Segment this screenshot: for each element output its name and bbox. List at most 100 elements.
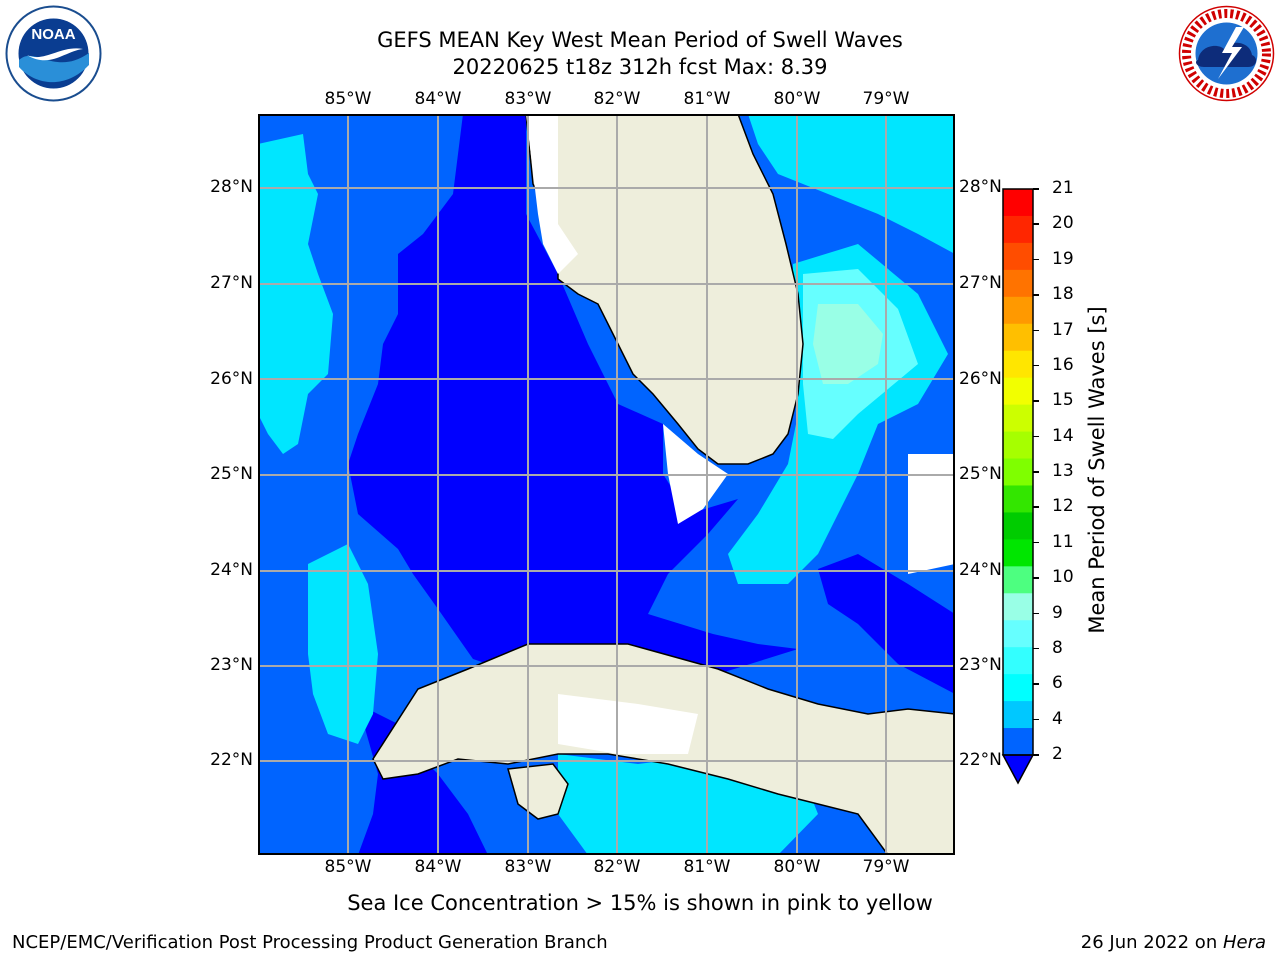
colorbar-segment (1003, 269, 1033, 298)
lon-label-bottom-81w: 81°W (683, 857, 731, 877)
colorbar-segment (1003, 485, 1033, 513)
lon-label-top-80w: 80°W (773, 89, 821, 109)
lat-label-right-24n: 24°N (959, 560, 1002, 580)
contour-8-9 (813, 304, 883, 384)
colorbar-tick-label: 2 (1052, 744, 1063, 764)
colorbar-tick-label: 14 (1052, 425, 1074, 446)
map-svg (258, 113, 956, 856)
footer-left: NCEP/EMC/Verification Post Processing Pr… (12, 932, 608, 953)
colorbar-tick-label: 18 (1052, 284, 1074, 305)
colorbar-tick-mark (1033, 329, 1039, 331)
colorbar-tick-mark (1033, 223, 1039, 225)
contour-4-6-west (258, 134, 333, 454)
colorbar-extend-triangle (1001, 754, 1035, 785)
colorbar-segment (1003, 189, 1033, 217)
lon-label-top-83w: 83°W (504, 89, 552, 109)
colorbar-tick-mark (1033, 435, 1039, 438)
colorbar (1000, 186, 1040, 786)
contour-4-6-southwest (308, 544, 378, 744)
colorbar-segment (1003, 296, 1033, 325)
lon-label-top-82w: 82°W (593, 89, 641, 109)
colorbar-tick-mark (1033, 188, 1039, 190)
map-frame (258, 114, 955, 855)
colorbar-segment (1003, 377, 1033, 406)
colorbar-tick-mark (1033, 471, 1039, 473)
lat-label-right-27n: 27°N (959, 273, 1002, 293)
colorbar-segment (1003, 215, 1033, 244)
colorbar-segment (1003, 458, 1033, 486)
colorbar-tick-mark (1033, 541, 1039, 544)
lon-label-bottom-82w: 82°W (593, 857, 641, 877)
colorbar-tick-label: 15 (1052, 390, 1074, 411)
lat-label-right-25n: 25°N (959, 464, 1002, 484)
lat-label-right-22n: 22°N (959, 750, 1002, 770)
colorbar-tick-mark (1033, 718, 1039, 721)
mask-bahamas (908, 454, 955, 574)
contour-4-6-northeast (748, 114, 955, 254)
colorbar-tick-label: 4 (1052, 708, 1063, 729)
colorbar-segment (1003, 350, 1033, 379)
lon-label-top-85w: 85°W (324, 89, 372, 109)
colorbar-tick-mark (1033, 294, 1039, 296)
lat-label-right-28n: 28°N (959, 177, 1002, 197)
lat-label-left-26n: 26°N (210, 369, 253, 389)
nws-logo (1178, 5, 1275, 102)
lat-label-right-26n: 26°N (959, 369, 1002, 389)
lat-label-left-22n: 22°N (210, 750, 253, 770)
lon-label-top-81w: 81°W (683, 89, 731, 109)
colorbar-segment (1003, 404, 1033, 433)
lon-label-bottom-85w: 85°W (324, 857, 372, 877)
mask-cuba-interior (558, 694, 698, 754)
colorbar-tick-label: 9 (1052, 602, 1063, 623)
colorbar-segment (1003, 566, 1033, 594)
colorbar-segment (1003, 620, 1033, 648)
colorbar-tick-label: 8 (1052, 637, 1063, 658)
lon-label-bottom-80w: 80°W (773, 857, 821, 877)
swell-period-map (258, 113, 956, 856)
colorbar-tick-mark (1033, 364, 1039, 367)
colorbar-tick-label: 11 (1052, 531, 1074, 552)
colorbar-tick-mark (1033, 258, 1039, 261)
colorbar-tick-mark (1033, 754, 1039, 756)
colorbar-tick-label: 10 (1052, 567, 1074, 588)
colorbar-tick-mark (1033, 400, 1039, 402)
colorbar-tick-label: 6 (1052, 673, 1063, 694)
colorbar-segment (1003, 647, 1033, 675)
colorbar-tick-label: 20 (1052, 213, 1074, 234)
footer-right: 26 Jun 2022 on Hera (1081, 932, 1266, 953)
colorbar-ticks: 21 20 19 18 17 16 15 14 13 12 11 10 9 8 6 4 2 (1033, 178, 1100, 786)
lat-label-right-23n: 23°N (959, 655, 1002, 675)
lon-label-bottom-79w: 79°W (862, 857, 910, 877)
colorbar-tick-label: 17 (1052, 319, 1074, 340)
lat-label-left-24n: 24°N (210, 560, 253, 580)
colorbar-segment (1003, 431, 1033, 460)
colorbar-tick-label: 16 (1052, 354, 1074, 375)
colorbar-segment (1003, 674, 1033, 702)
graticule (258, 114, 955, 855)
title-line-1: GEFS MEAN Key West Mean Period of Swell … (377, 28, 903, 52)
colorbar-tick-mark (1033, 683, 1039, 685)
lon-label-bottom-83w: 83°W (504, 857, 552, 877)
colorbar-tick-mark (1033, 506, 1039, 508)
colorbar-segment (1003, 593, 1033, 621)
mask-fl-west (526, 114, 578, 274)
sea-ice-note: Sea Ice Concentration > 15% is shown in … (347, 891, 933, 915)
lat-label-left-28n: 28°N (210, 177, 253, 197)
colorbar-tick-mark (1033, 577, 1039, 579)
colorbar-segment (1003, 323, 1033, 352)
isla-juventud (507, 763, 569, 820)
lon-label-top-79w: 79°W (862, 89, 910, 109)
colorbar-svg (1001, 188, 1035, 785)
colorbar-label: Mean Period of Swell Waves [s] (1085, 306, 1109, 634)
footer-date: 26 Jun 2022 on (1080, 932, 1223, 953)
colorbar-segment (1003, 512, 1033, 540)
colorbar-segment (1003, 701, 1033, 729)
colorbar-tick-mark (1033, 612, 1039, 614)
contour-below-2 (348, 114, 798, 674)
lat-label-left-25n: 25°N (210, 464, 253, 484)
colorbar-tick-label: 13 (1052, 461, 1074, 481)
colorbar-tick-label: 19 (1052, 248, 1074, 269)
colorbar-tick-mark (1033, 647, 1039, 650)
colorbar-segment (1003, 242, 1033, 271)
lon-label-bottom-84w: 84°W (414, 857, 462, 877)
